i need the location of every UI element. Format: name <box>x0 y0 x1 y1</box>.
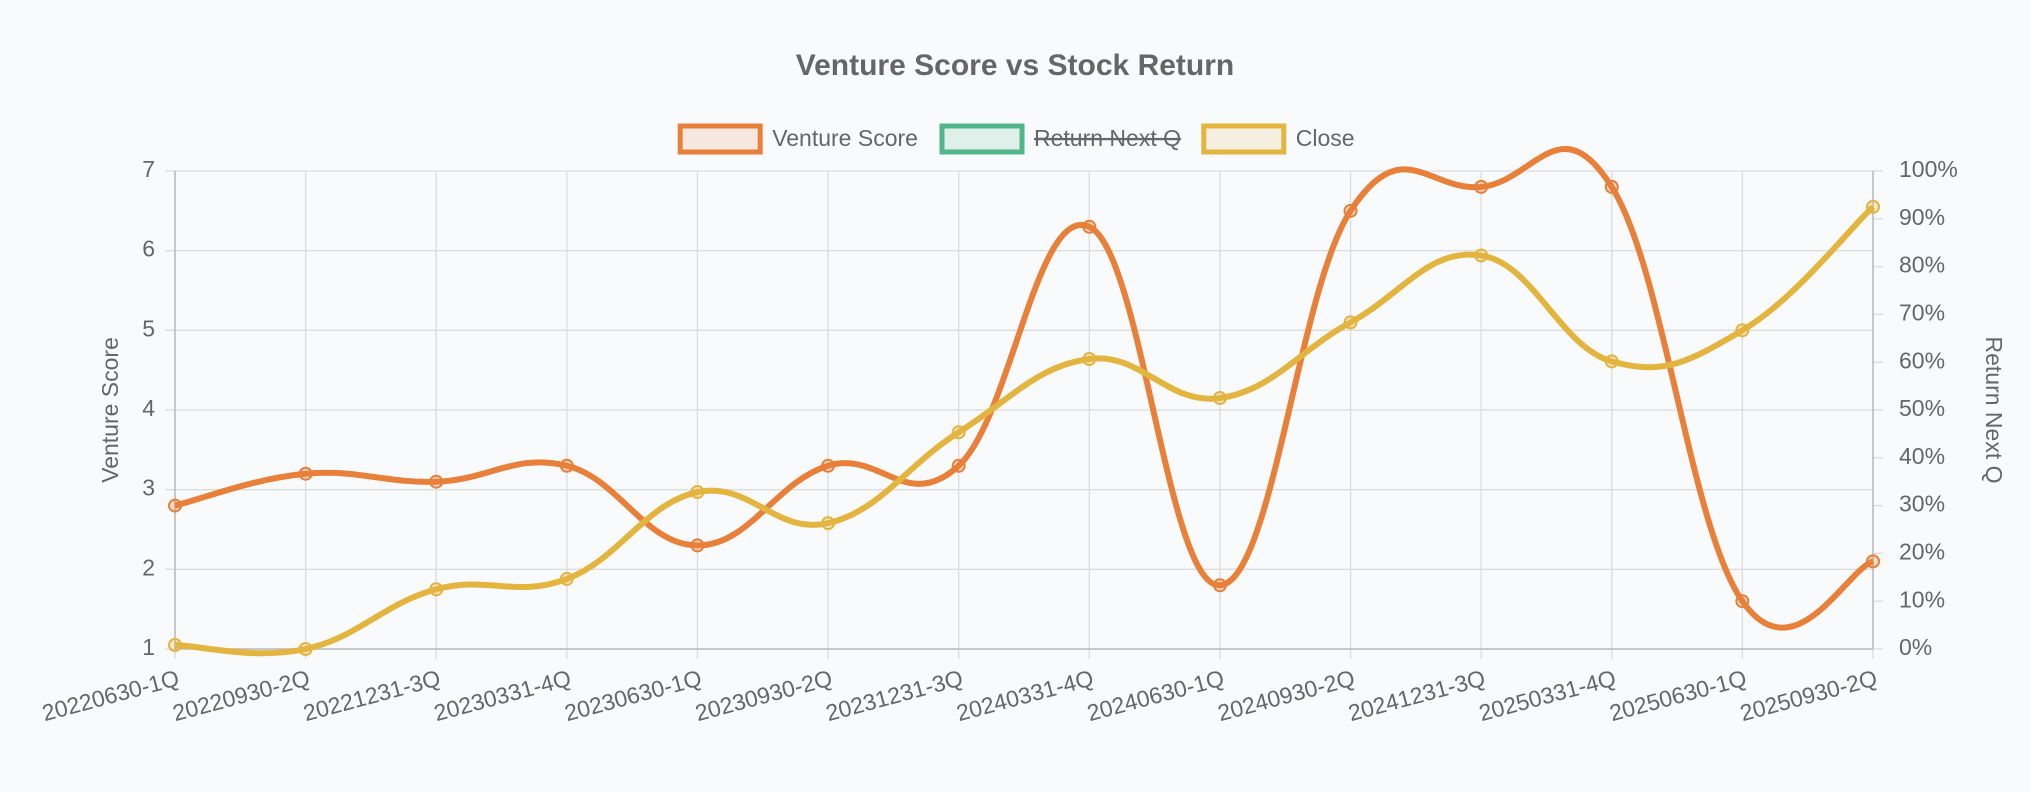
y2-tick-label: 80% <box>1899 252 1945 278</box>
y2-axis-title: Return Next Q <box>1981 337 2007 484</box>
y2-tick-label: 70% <box>1899 299 1945 325</box>
data-point <box>559 458 574 473</box>
y2-tick-label: 90% <box>1899 204 1945 230</box>
x-tick-label: 20240630-1Q <box>1084 665 1227 727</box>
x-tick-label: 20230630-1Q <box>562 665 705 727</box>
y-axis-title: Venture Score <box>97 337 123 483</box>
y2-tick-label: 30% <box>1899 491 1945 517</box>
y-tick-label: 5 <box>142 315 155 341</box>
data-point <box>1735 323 1750 338</box>
data-point <box>298 642 313 656</box>
data-point <box>690 485 705 500</box>
y-tick-label: 7 <box>142 156 155 182</box>
x-tick-label: 20220630-1Q <box>39 665 182 727</box>
data-point <box>1474 179 1489 194</box>
legend-swatch <box>1201 123 1287 155</box>
legend-label: Venture Score <box>772 125 918 151</box>
data-point <box>1474 248 1489 263</box>
data-point <box>559 571 574 586</box>
data-point <box>1343 203 1358 218</box>
data-point <box>1735 594 1750 609</box>
x-tick-label: 20221231-3Q <box>300 665 443 727</box>
data-point <box>1343 315 1358 330</box>
data-point <box>951 425 966 440</box>
x-tick-label: 20240331-4Q <box>954 665 1097 727</box>
data-point <box>1212 578 1227 593</box>
data-point <box>429 474 444 489</box>
x-tick-label: 20250630-1Q <box>1607 665 1750 727</box>
x-tick-label: 20240930-2Q <box>1215 665 1358 727</box>
y-tick-label: 2 <box>142 554 155 580</box>
y2-tick-label: 50% <box>1899 395 1945 421</box>
legend-label: Return Next Q <box>1034 125 1181 151</box>
y-tick-label: 3 <box>142 475 155 501</box>
y2-tick-label: 10% <box>1899 586 1945 612</box>
y2-tick-label: 100% <box>1899 156 1958 182</box>
data-point <box>168 498 182 513</box>
y-tick-label: 4 <box>142 395 155 421</box>
legend-item: Venture Score <box>677 123 918 155</box>
data-point <box>429 582 444 597</box>
data-point <box>298 466 313 481</box>
data-point <box>1866 554 1880 569</box>
data-point <box>168 638 182 653</box>
legend: Venture Score Return Next Q Close <box>677 123 1355 155</box>
data-point <box>1604 179 1619 194</box>
legend-item: Return Next Q <box>939 123 1181 155</box>
legend-item: Close <box>1201 123 1355 155</box>
data-point <box>1082 352 1097 367</box>
x-tick-label: 20230930-2Q <box>692 665 835 727</box>
y-tick-label: 1 <box>142 634 155 660</box>
chart-title: Venture Score vs Stock Return <box>796 49 1235 82</box>
y2-tick-label: 20% <box>1899 538 1945 564</box>
legend-label: Close <box>1296 125 1355 151</box>
x-tick-label: 20250930-2Q <box>1737 665 1880 727</box>
legend-swatch <box>677 123 763 155</box>
x-tick-label: 20250331-4Q <box>1476 665 1619 727</box>
series-line <box>174 146 1875 631</box>
legend-swatch <box>939 123 1025 155</box>
data-point <box>1082 219 1097 234</box>
x-tick-label: 20231231-3Q <box>823 665 966 727</box>
y2-tick-label: 60% <box>1899 347 1945 373</box>
y-tick-label: 6 <box>142 236 155 262</box>
y2-tick-label: 40% <box>1899 443 1945 469</box>
series-line <box>174 204 1876 657</box>
data-point <box>951 458 966 473</box>
x-tick-label: 20230331-4Q <box>431 665 574 727</box>
data-point <box>1212 391 1227 406</box>
data-point <box>1866 199 1880 214</box>
data-point <box>821 516 836 531</box>
data-point <box>821 458 836 473</box>
y2-tick-label: 0% <box>1899 634 1932 660</box>
data-point <box>690 538 705 553</box>
data-point <box>1604 354 1619 369</box>
x-tick-label: 20220930-2Q <box>170 665 313 727</box>
x-tick-label: 20241231-3Q <box>1345 665 1488 727</box>
